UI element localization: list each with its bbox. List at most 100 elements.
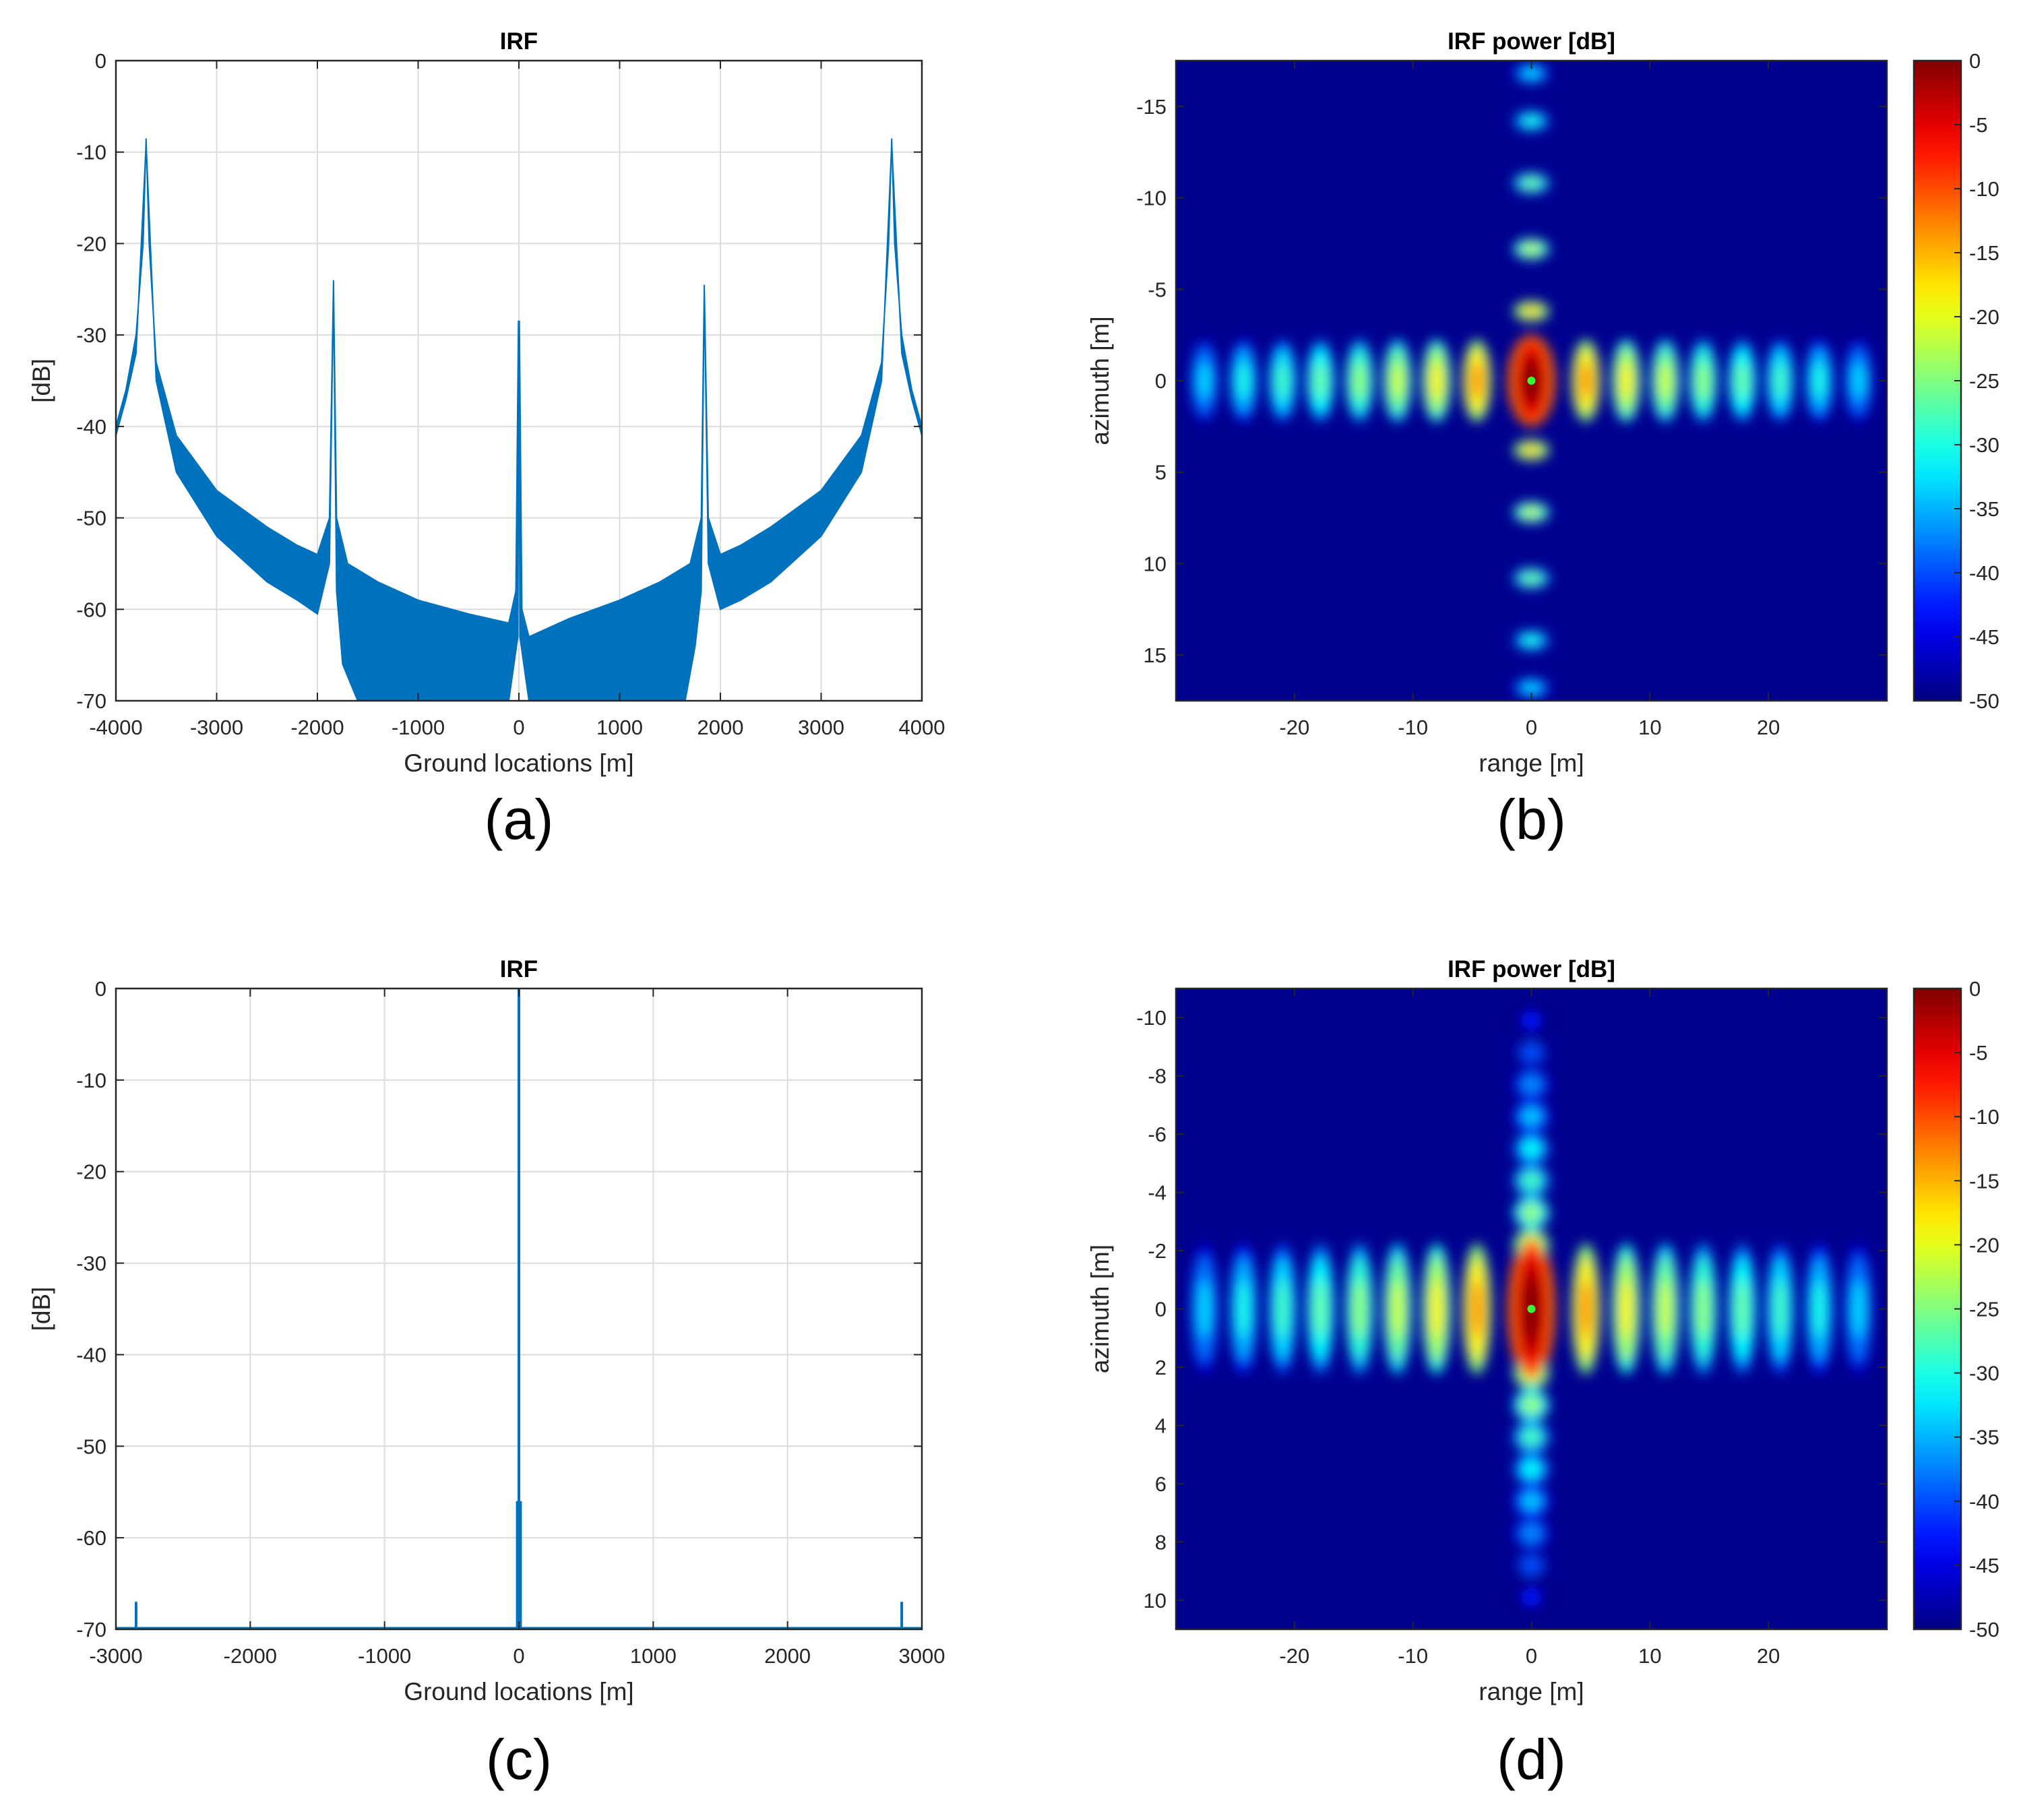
colorbar-tick-label: -25: [1969, 369, 1999, 393]
x-tick-label: 1000: [630, 1644, 677, 1668]
y-tick-label: -50: [76, 507, 106, 530]
range-lobe-core: [1391, 1280, 1404, 1338]
panel-label: (b): [1497, 788, 1566, 851]
colorbar-tick-label: -40: [1969, 1490, 1999, 1513]
y-tick-label: -6: [1148, 1123, 1167, 1146]
y-tick-label: 0: [1155, 1298, 1167, 1321]
colorbar-tick-label: -5: [1969, 113, 1988, 137]
x-tick-label: 3000: [798, 716, 844, 739]
x-tick-label: 10: [1638, 716, 1661, 739]
x-tick-label: 3000: [899, 1644, 945, 1668]
colorbar-tick-label: -15: [1969, 1169, 1999, 1193]
x-tick-label: -1000: [392, 716, 445, 739]
chart-title: IRF: [500, 28, 538, 55]
range-lobe-core: [1430, 1280, 1443, 1338]
colorbar-tick-label: -10: [1969, 177, 1999, 201]
y-axis-label: azimuth [m]: [1086, 316, 1114, 445]
y-tick-label: -10: [76, 1069, 106, 1092]
colorbar-tick-label: -10: [1969, 1105, 1999, 1129]
azimuth-lobe-core: [1520, 1171, 1543, 1191]
azimuth-lobe-core: [1520, 1203, 1543, 1222]
range-lobe-core: [1198, 363, 1211, 399]
peak-marker: [1527, 1305, 1536, 1313]
x-tick-label: -10: [1398, 716, 1428, 739]
range-lobe-core: [1470, 363, 1483, 399]
y-tick-label: -5: [1148, 278, 1167, 301]
y-tick-label: -2: [1148, 1239, 1167, 1263]
chart-c: -3000 -2000 -1000 0 1000 2000 3000 0 -10 -20 -30 -4…: [28, 956, 945, 1791]
range-lobe-core: [1813, 1280, 1826, 1338]
y-tick-label: -70: [76, 1618, 106, 1641]
azimuth-lobe-core: [1520, 177, 1543, 189]
panel-label: (c): [486, 1728, 552, 1791]
chart-d: 0-5-10-15-20-25-30-35-40-45-50-20 -10 0 10 2…: [1086, 956, 1999, 1791]
range-lobe-core: [1470, 1280, 1483, 1338]
range-lobe-core: [1237, 363, 1250, 399]
azimuth-lobe-core: [1520, 634, 1543, 647]
x-tick-label: 20: [1757, 1644, 1780, 1668]
panel-label: (a): [485, 788, 554, 851]
azimuth-lobe-core: [1520, 115, 1543, 127]
range-lobe-core: [1852, 363, 1865, 399]
x-tick-label: 2000: [764, 1644, 811, 1668]
y-tick-label: -8: [1148, 1065, 1167, 1088]
chart-title: IRF power [dB]: [1448, 28, 1615, 55]
y-tick-label: 15: [1144, 644, 1167, 667]
x-tick-label: 0: [513, 1644, 524, 1668]
y-axis-label: azimuth [m]: [1086, 1245, 1114, 1373]
y-tick-label: 4: [1155, 1414, 1167, 1437]
x-tick-label: -3000: [190, 716, 243, 739]
x-tick-label: 0: [1526, 716, 1537, 739]
azimuth-lobe-core: [1520, 1491, 1543, 1511]
colorbar: 0 -5 -10 -15 -20 -25 -30 -35 -40 -45 -50: [1913, 49, 1999, 713]
range-lobe-core: [1736, 1280, 1749, 1338]
y-tick-label: -10: [76, 141, 106, 164]
colorbar-gradient: [1913, 987, 1962, 1631]
y-tick-label: -70: [76, 689, 106, 713]
y-tick-label: -15: [1136, 95, 1167, 119]
x-tick-label: -2000: [290, 716, 344, 739]
x-tick-label: 2000: [697, 716, 744, 739]
y-tick-label: 8: [1155, 1530, 1167, 1554]
range-lobe-core: [1697, 1280, 1710, 1338]
y-tick-label: 10: [1144, 552, 1167, 575]
azimuth-lobe-core: [1520, 305, 1543, 317]
colorbar-tick-label: -30: [1969, 1362, 1999, 1385]
y-tick-label: -20: [76, 1160, 106, 1184]
peak-marker: [1527, 377, 1536, 385]
azimuth-lobe-core: [1520, 1011, 1543, 1030]
y-tick-label: 6: [1155, 1472, 1167, 1496]
azimuth-lobe-core: [1520, 682, 1543, 694]
y-axis-label: [dB]: [28, 358, 55, 403]
y-tick-label: 2: [1155, 1356, 1167, 1379]
x-tick-label: 20: [1757, 716, 1780, 739]
panel-label: (d): [1497, 1728, 1566, 1791]
y-tick-label: -60: [76, 598, 106, 621]
y-tick-label: 5: [1155, 461, 1167, 484]
colorbar-tick-label: -30: [1969, 433, 1999, 457]
x-tick-label: -10: [1398, 1644, 1428, 1668]
range-lobe-core: [1237, 1280, 1250, 1338]
azimuth-lobe-core: [1520, 1524, 1543, 1543]
chart-a: -4000 -3000 -2000 -1000 0 1000 2000 3000 4000 0 -1…: [28, 28, 945, 851]
range-lobe-core: [1314, 363, 1327, 399]
x-tick-label: -3000: [89, 1644, 142, 1668]
azimuth-lobe-core: [1520, 1107, 1543, 1127]
colorbar-tick-label: -5: [1969, 1041, 1988, 1065]
chart-b: 0-5-10-15-20-25-30-35-40-45-50-20 -10 0 10 2…: [1086, 28, 1999, 851]
azimuth-lobe-core: [1520, 1460, 1543, 1479]
azimuth-lobe-core: [1520, 444, 1543, 456]
x-axis-label: Ground locations [m]: [404, 1678, 633, 1705]
x-tick-label: -20: [1279, 716, 1309, 739]
y-tick-label: -40: [76, 1343, 106, 1367]
colorbar-gradient: [1913, 59, 1962, 702]
y-tick-label: -10: [1136, 1006, 1167, 1030]
range-lobe-core: [1430, 363, 1443, 399]
range-lobe-core: [1852, 1280, 1865, 1338]
colorbar-tick-label: -45: [1969, 625, 1999, 649]
x-tick-label: -2000: [224, 1644, 277, 1668]
colorbar-tick-label: -15: [1969, 241, 1999, 265]
azimuth-lobe-core: [1520, 243, 1543, 255]
series-envelope: [116, 138, 922, 701]
